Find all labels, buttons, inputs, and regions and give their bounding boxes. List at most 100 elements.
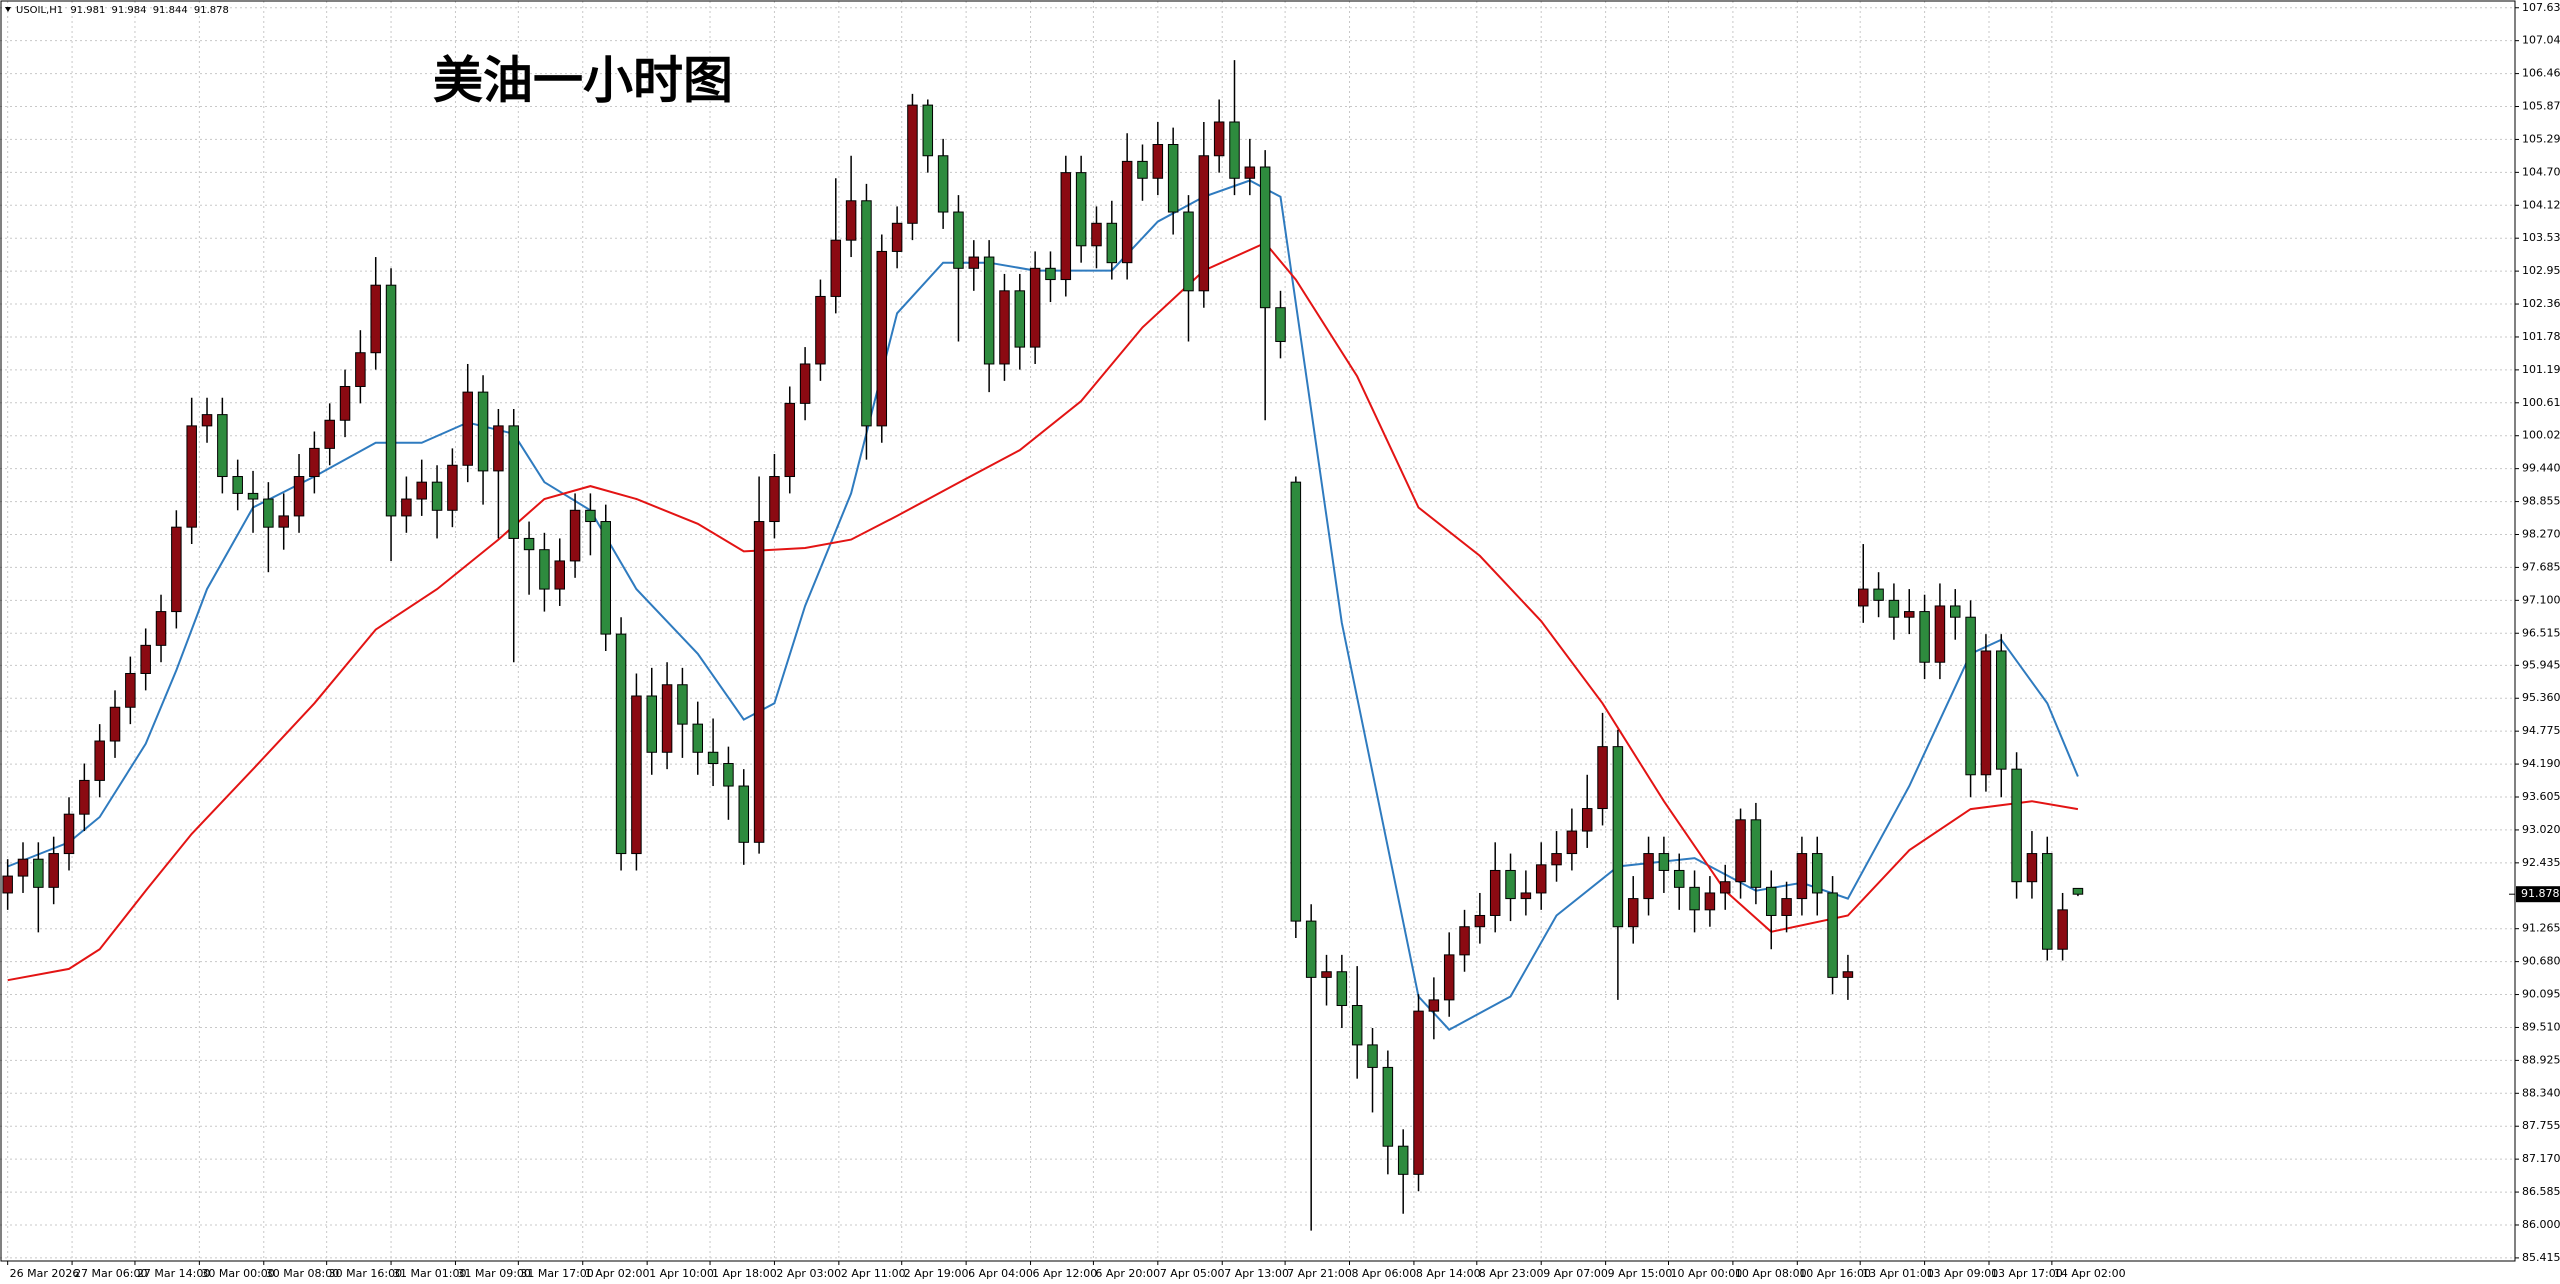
y-tick-label: 103.535 [2522, 231, 2560, 244]
header-close: 91.878 [194, 5, 229, 16]
y-tick-label: 105.290 [2522, 132, 2560, 145]
y-tick-label: 97.685 [2522, 560, 2560, 573]
x-tick-label: 8 Apr 14:00 [1416, 1267, 1481, 1280]
x-tick-label: 10 Apr 00:00 [1670, 1267, 1742, 1280]
candle-body [1781, 898, 1792, 916]
candle-body [1137, 160, 1148, 179]
candle-body [1566, 830, 1578, 855]
menu-arrow[interactable] [5, 7, 11, 12]
candle-body [493, 425, 504, 472]
candle-body [1397, 1145, 1409, 1175]
x-tick-label: 7 Apr 21:00 [1287, 1267, 1352, 1280]
header-low: 91.844 [153, 5, 188, 16]
y-tick-label: 86.000 [2522, 1218, 2560, 1231]
candle-body [1213, 121, 1225, 157]
moving-averages [7, 179, 2079, 1031]
candle-body [1535, 864, 1547, 894]
candle-body [416, 481, 427, 500]
candle-body [937, 155, 949, 213]
x-tick-label: 8 Apr 23:00 [1479, 1267, 1544, 1280]
candle-body [1413, 1010, 1424, 1175]
x-tick-label: 8 Apr 06:00 [1352, 1267, 1417, 1280]
candle-body [523, 537, 535, 551]
candle-body [1796, 853, 1808, 900]
x-tick-label: 6 Apr 04:00 [968, 1267, 1033, 1280]
candle-body [232, 476, 243, 494]
candle-body [1459, 926, 1470, 956]
candle-body [1719, 881, 1731, 894]
y-tick-label: 106.460 [2522, 67, 2560, 80]
candle-body [1474, 914, 1486, 928]
candle-body [1811, 853, 1823, 894]
y-tick-label: 94.775 [2522, 724, 2560, 737]
x-tick-label: 7 Apr 05:00 [1160, 1267, 1225, 1280]
x-tick-label: 27 Mar 06:00 [74, 1267, 147, 1280]
candle-body [1980, 650, 1992, 776]
x-tick-label: 14 Apr 02:00 [2054, 1267, 2126, 1280]
y-tick-label: 87.755 [2522, 1119, 2560, 1132]
candle-body [1106, 222, 1118, 264]
candle-body [983, 256, 995, 365]
last-price-box [2516, 886, 2560, 903]
candle-body [48, 853, 59, 888]
candle-body [1612, 746, 1624, 928]
candle-body [1014, 290, 1026, 348]
candle-body [585, 509, 596, 523]
candle-body [1121, 160, 1133, 264]
candle-body [1658, 853, 1670, 871]
candle-body [1996, 650, 2007, 770]
header-open: 91.981 [70, 5, 105, 16]
candle-body [1950, 605, 1961, 618]
y-tick-label: 104.705 [2522, 165, 2560, 178]
candle-body [1259, 166, 1271, 309]
moving-average-line [7, 179, 2079, 1031]
candle-body [1735, 819, 1746, 883]
candle-body [1581, 808, 1593, 832]
y-tick-label: 95.360 [2522, 691, 2560, 704]
candle-body [1183, 211, 1194, 292]
candle-body [830, 239, 842, 297]
candle-body [646, 695, 658, 753]
y-tick-label: 101.195 [2522, 363, 2560, 376]
x-tick-label: 30 Mar 16:00 [329, 1267, 402, 1280]
plot-frame [0, 0, 2516, 1262]
y-tick-label: 87.170 [2522, 1152, 2560, 1165]
candle-body [125, 672, 136, 708]
candle-body [370, 284, 381, 354]
candle-body [1229, 121, 1240, 179]
candle-body [385, 284, 397, 517]
y-tick-label: 93.020 [2522, 823, 2560, 836]
candle-body [999, 290, 1010, 365]
last-price-label: 91.878 [2521, 887, 2560, 900]
x-tick-label: 1 Apr 02:00 [585, 1267, 650, 1280]
candle-body [1489, 869, 1501, 916]
candle-body [278, 515, 289, 528]
candle-body [508, 425, 519, 539]
candle-body [1305, 920, 1317, 978]
y-tick-label: 100.025 [2522, 429, 2560, 442]
y-tick-label: 105.875 [2522, 100, 2560, 113]
candle-body [1627, 898, 1639, 928]
x-tick-label: 27 Mar 14:00 [137, 1267, 210, 1280]
candle-body [1060, 172, 1072, 281]
axes: 107.630 107.045 106.460 105.875 105.290 104.7… [7, 1, 2560, 1280]
candle-body [1152, 144, 1164, 179]
candle-body [33, 858, 44, 888]
candle-body [554, 560, 565, 590]
candle-body [1857, 588, 1869, 607]
y-tick-label: 89.510 [2522, 1020, 2560, 1033]
candle-body [677, 684, 688, 725]
y-tick-label: 94.190 [2522, 757, 2560, 770]
candle-body [953, 211, 964, 269]
candle-body [293, 476, 305, 517]
candle-body [1750, 819, 1762, 888]
candle-body [1336, 971, 1348, 1007]
symbol: USOIL,H1 [16, 5, 63, 16]
y-tick-label: 100.610 [2522, 396, 2560, 409]
candle-body [753, 521, 765, 843]
candle-body [692, 723, 704, 753]
candle-body [171, 526, 182, 613]
candle-body [845, 200, 857, 241]
